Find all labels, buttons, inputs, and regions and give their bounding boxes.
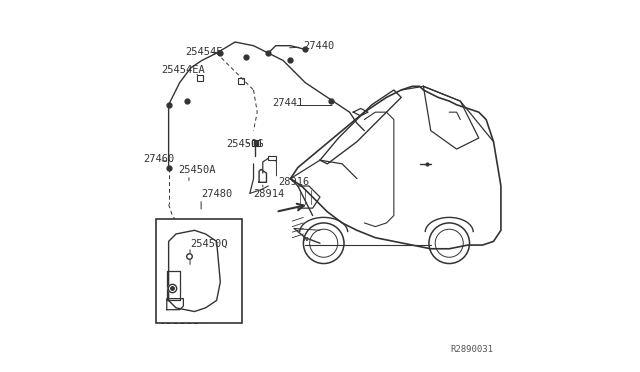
Text: N: N: [303, 237, 308, 242]
Text: 28916: 28916: [278, 177, 310, 187]
Text: 27460: 27460: [143, 154, 174, 164]
Text: 25450A: 25450A: [178, 166, 215, 176]
Text: 27480: 27480: [201, 189, 232, 199]
Bar: [268, 156, 276, 160]
Text: 27441: 27441: [272, 97, 303, 108]
Bar: [156, 219, 243, 323]
Bar: [252, 140, 260, 146]
Text: 25454E: 25454E: [185, 47, 223, 57]
Text: 25454EA: 25454EA: [161, 65, 205, 75]
Bar: [237, 78, 244, 84]
Text: R2890031: R2890031: [451, 345, 493, 354]
Text: 28914: 28914: [253, 189, 285, 199]
Bar: [197, 75, 203, 81]
Text: 27440: 27440: [303, 41, 335, 51]
Text: 25450G: 25450G: [226, 138, 263, 148]
Text: 25450Q: 25450Q: [190, 238, 228, 248]
